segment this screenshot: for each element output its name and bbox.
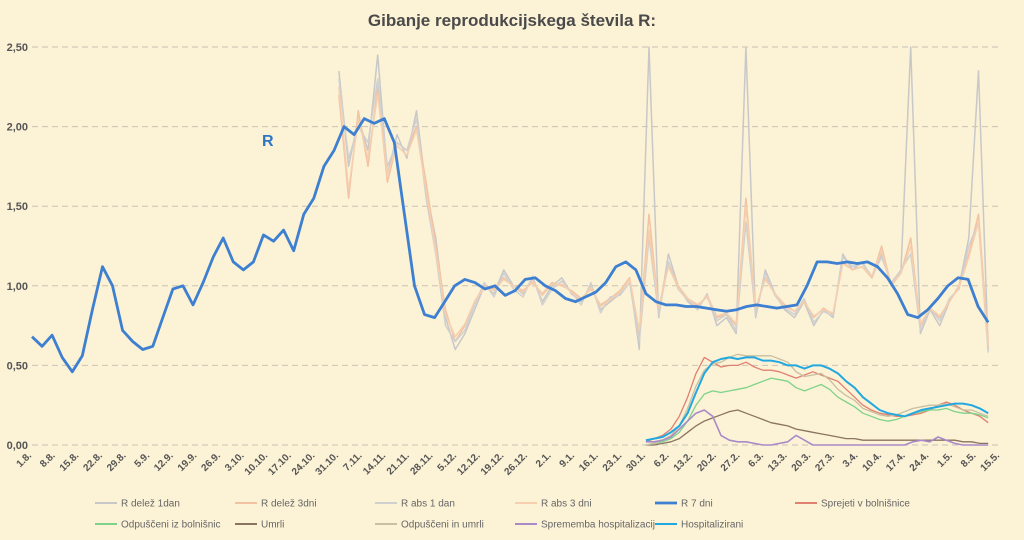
x-tick-label: 12.12. xyxy=(455,450,483,478)
x-tick-label: 17.4. xyxy=(884,450,908,474)
x-tick-label: 15.8. xyxy=(58,450,82,474)
y-tick-label: 2,00 xyxy=(7,122,28,134)
y-tick-label: 0,00 xyxy=(7,440,28,452)
x-tick-label: 5.9. xyxy=(133,450,153,470)
y-axis-ticks: 0,00 0,50 1,00 1,50 2,00 2,50 xyxy=(7,42,28,452)
x-tick-label: 19.9. xyxy=(176,450,200,474)
series-line-3 xyxy=(338,86,989,347)
x-tick-label: 26.12. xyxy=(502,450,530,478)
x-tick-label: 26.9. xyxy=(199,450,223,474)
series-line-7 xyxy=(645,409,989,446)
x-tick-label: 20.2. xyxy=(695,450,719,474)
grid xyxy=(32,46,1000,446)
x-tick-label: 1.5. xyxy=(935,450,955,470)
series-line-9 xyxy=(645,409,989,446)
legend-label: Umrli xyxy=(261,520,284,531)
x-tick-label: 8.8. xyxy=(38,450,58,470)
x-tick-label: 9.1. xyxy=(558,450,578,470)
series-lines xyxy=(31,46,990,446)
series-line-4 xyxy=(31,117,990,374)
x-tick-label: 10.4. xyxy=(861,450,885,474)
y-tick-label: 1,00 xyxy=(7,281,28,293)
x-tick-label: 2.1. xyxy=(534,450,554,470)
series-line-6 xyxy=(645,377,989,446)
x-tick-label: 21.11. xyxy=(385,450,412,477)
series-line-5 xyxy=(645,356,989,443)
x-tick-label: 15.5. xyxy=(979,450,1003,474)
chart-title: Gibanje reprodukcijskega števila R: xyxy=(368,11,656,30)
x-tick-label: 13.3. xyxy=(766,450,790,474)
x-tick-label: 16.1. xyxy=(577,450,601,474)
x-tick-label: 23.1. xyxy=(601,450,625,474)
x-tick-label: 29.8. xyxy=(105,450,129,474)
x-tick-label: 27.3. xyxy=(813,450,837,474)
legend-label: R delež 3dni xyxy=(261,499,317,510)
x-tick-label: 12.9. xyxy=(152,450,176,474)
x-tick-label: 24.4. xyxy=(908,450,932,474)
r-annotation-label: R xyxy=(262,133,274,150)
x-tick-label: 13.2. xyxy=(672,450,696,474)
x-tick-label: 1.8. xyxy=(15,450,35,470)
legend-label: Sprejeti v bolnišnice xyxy=(821,499,910,510)
x-tick-label: 3.4. xyxy=(841,450,861,470)
series-line-2 xyxy=(338,78,989,353)
x-tick-label: 22.8. xyxy=(81,450,105,474)
x-tick-label: 30.1. xyxy=(624,450,648,474)
x-tick-label: 20.3. xyxy=(790,450,814,474)
x-tick-label: 31.10. xyxy=(314,450,342,478)
legend-label: Hospitalizirani xyxy=(681,520,743,531)
legend-label: Sprememba hospitalizacij xyxy=(541,520,655,531)
x-tick-label: 27.2. xyxy=(719,450,743,474)
x-axis-ticks: 1.8. 8.8. 15.8. 22.8. 29.8. 5.9. 12.9. 19.9. 26.… xyxy=(15,450,1003,478)
legend-label: Odpuščeni iz bolnišnic xyxy=(121,520,221,531)
x-tick-label: 10.10. xyxy=(243,450,271,478)
legend: R delež 1dan R delež 3dni R abs 1 dan R abs… xyxy=(95,499,910,531)
legend-label: Odpuščeni in umrli xyxy=(401,520,484,531)
legend-label: R 7 dni xyxy=(681,499,713,510)
y-tick-label: 0,50 xyxy=(7,360,28,372)
legend-label: R delež 1dan xyxy=(121,499,180,510)
x-tick-label: 17.10. xyxy=(266,450,294,478)
x-tick-label: 24.10. xyxy=(290,450,318,478)
x-tick-label: 19.12. xyxy=(479,450,507,478)
y-tick-label: 2,50 xyxy=(7,42,28,54)
series-line-8 xyxy=(645,353,989,446)
x-tick-label: 6.3. xyxy=(746,450,766,470)
x-tick-label: 28.11. xyxy=(408,450,435,477)
series-line-10 xyxy=(645,356,989,442)
legend-label: R abs 3 dni xyxy=(541,499,592,510)
x-tick-label: 14.11. xyxy=(361,450,388,477)
y-tick-label: 1,50 xyxy=(7,201,28,213)
x-tick-label: 8.5. xyxy=(959,450,979,470)
legend-label: R abs 1 dan xyxy=(401,499,455,510)
x-tick-label: 6.2. xyxy=(652,450,672,470)
